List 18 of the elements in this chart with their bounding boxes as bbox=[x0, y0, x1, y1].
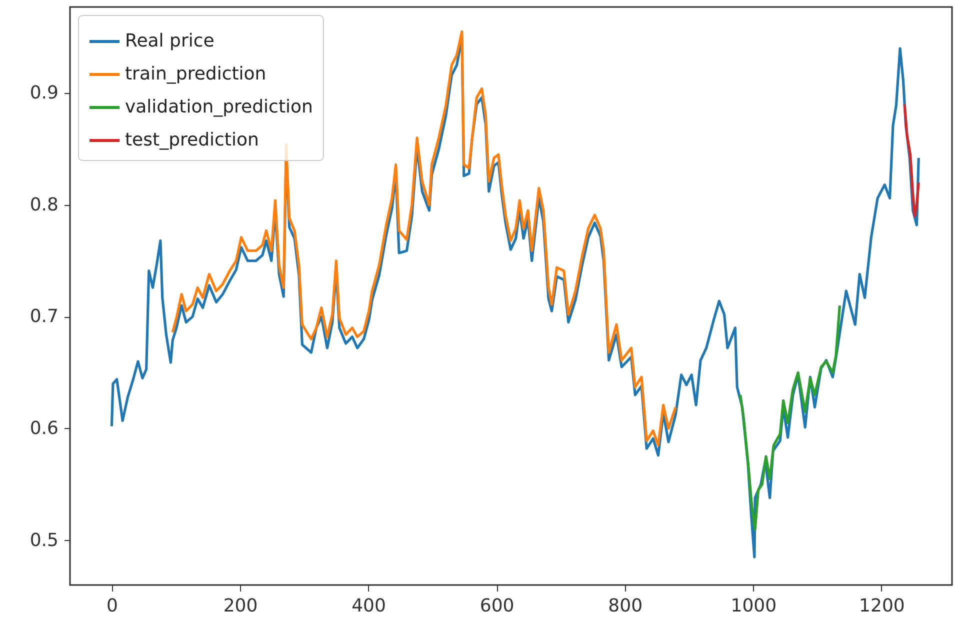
y-tick-label: 0.7 bbox=[30, 306, 58, 328]
legend-label: Real price bbox=[125, 30, 214, 52]
legend-label: test_prediction bbox=[125, 130, 259, 150]
x-tick-label: 1000 bbox=[730, 596, 777, 616]
y-tick-label: 0.5 bbox=[30, 530, 58, 551]
y-tick-label: 0.8 bbox=[30, 194, 58, 216]
x-tick-label: 1200 bbox=[859, 596, 905, 616]
line-series bbox=[903, 102, 920, 218]
y-tick-label: 0.6 bbox=[30, 418, 58, 439]
x-tick-label: 800 bbox=[608, 596, 643, 616]
x-tick-label: 600 bbox=[480, 596, 514, 616]
legend-label: train_prediction bbox=[125, 64, 266, 84]
x-tick-label: 200 bbox=[223, 596, 258, 616]
x-tick-label: 400 bbox=[352, 596, 386, 616]
x-tick-label: 0 bbox=[106, 596, 118, 616]
y-tick-label: 0.9 bbox=[30, 82, 58, 104]
line-series bbox=[739, 304, 842, 530]
legend-label: validation_prediction bbox=[125, 96, 313, 118]
